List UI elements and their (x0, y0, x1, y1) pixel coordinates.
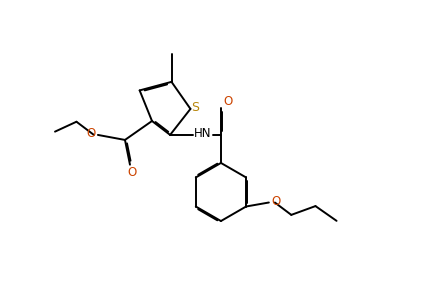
Text: O: O (86, 127, 95, 140)
Text: HN: HN (194, 127, 212, 140)
Text: O: O (271, 195, 281, 208)
Text: O: O (223, 95, 233, 108)
Text: O: O (127, 166, 137, 179)
Text: S: S (191, 101, 199, 114)
